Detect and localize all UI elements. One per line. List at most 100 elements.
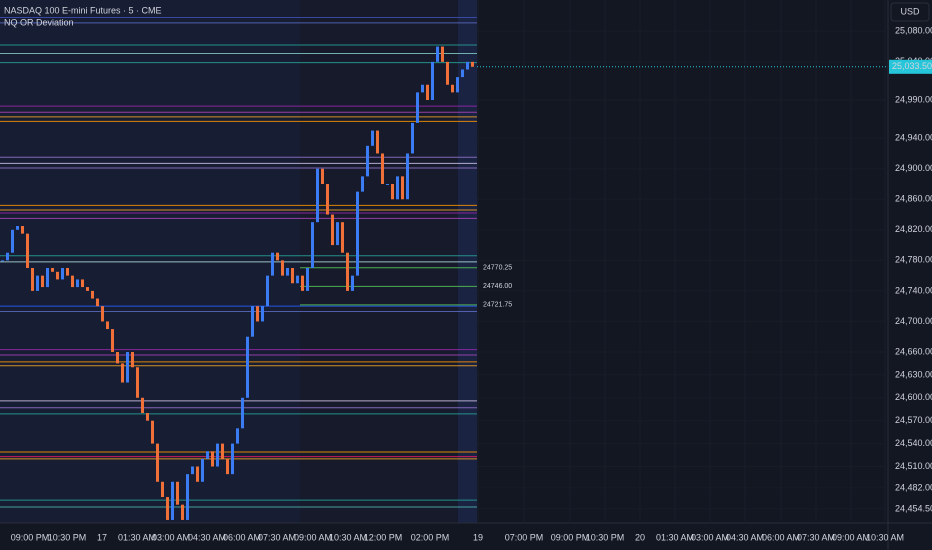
candle [76, 279, 79, 288]
x-tick-label: 04:30 AM [188, 532, 226, 542]
candle [96, 298, 99, 307]
candle [336, 222, 339, 246]
candle [191, 466, 194, 475]
candle [61, 267, 64, 280]
candle [51, 267, 54, 272]
candle [276, 252, 279, 261]
candle [386, 184, 389, 186]
candle [1, 260, 4, 262]
candle [6, 252, 9, 261]
candle [446, 61, 449, 85]
x-tick-label: 10:30 AM [329, 532, 367, 542]
y-tick-label: 24,900.00 [895, 163, 932, 173]
currency-button[interactable] [890, 2, 930, 22]
y-tick-label: 24,820.00 [895, 224, 932, 234]
candle [351, 275, 354, 291]
x-tick-label: 01:30 AM [656, 532, 694, 542]
candle [416, 92, 419, 123]
candle [301, 275, 304, 291]
candle [441, 46, 444, 62]
y-tick-label: 24,510.00 [895, 461, 932, 471]
candle [456, 77, 459, 93]
candle [216, 443, 219, 467]
y-tick-label: 24,700.00 [895, 316, 932, 326]
candle [226, 458, 229, 475]
candle [431, 61, 434, 101]
candle [406, 153, 409, 200]
currency[interactable]: USD [900, 6, 920, 16]
deviation-label: 24721.75 [483, 302, 512, 309]
candle [101, 306, 104, 322]
candle [161, 481, 164, 498]
candle [156, 443, 159, 482]
x-tick-label: 07:00 PM [505, 532, 544, 542]
x-tick-label: 07:30 AM [797, 532, 835, 542]
x-tick-label: 09:00 PM [551, 532, 590, 542]
candle [426, 84, 429, 101]
candle [181, 504, 184, 520]
candle [36, 275, 39, 291]
candle [66, 267, 69, 276]
candle [176, 481, 179, 505]
x-tick-label: 03:00 AM [691, 532, 729, 542]
candle [26, 233, 29, 268]
candle [41, 275, 44, 288]
candle [251, 306, 254, 337]
x-tick-label: 02:00 PM [411, 532, 450, 542]
x-tick-label: 19 [473, 532, 483, 542]
candle [391, 184, 394, 200]
candle [186, 474, 189, 520]
candle [11, 229, 14, 253]
candle [81, 279, 84, 288]
candle [411, 122, 414, 154]
candle [321, 168, 324, 185]
candle [451, 84, 454, 93]
y-tick-label: 24,540.00 [895, 438, 932, 448]
candle [306, 267, 309, 291]
y-tick-label: 24,482.00 [895, 482, 932, 492]
x-tick-label: 06:00 AM [223, 532, 261, 542]
candle [171, 481, 174, 520]
y-tick-label: 24,600.00 [895, 392, 932, 402]
candle [201, 458, 204, 482]
candle [331, 214, 334, 246]
candle [346, 252, 349, 291]
candle [106, 321, 109, 330]
candle [131, 351, 134, 368]
candle [341, 222, 344, 253]
candle [231, 443, 234, 475]
candle [296, 275, 299, 284]
x-tick-label: 10:30 PM [586, 532, 625, 542]
candle [326, 184, 329, 215]
x-tick-label: 07:30 AM [258, 532, 296, 542]
deviation-label: 24746.00 [483, 283, 512, 290]
candle [466, 61, 469, 70]
candle [396, 176, 399, 200]
last-price-box [889, 59, 932, 74]
candle [356, 191, 359, 276]
candle [86, 287, 89, 291]
y-tick-label: 24,780.00 [895, 255, 932, 265]
candle [246, 336, 249, 398]
candle [196, 466, 199, 482]
y-tick-label: 25,080.00 [895, 26, 932, 36]
candle [31, 267, 34, 291]
candle [471, 61, 474, 67]
candle [91, 290, 94, 299]
candle [141, 397, 144, 414]
candle [421, 84, 424, 93]
y-tick-label: 24,630.00 [895, 369, 932, 379]
x-tick-label: 12:00 PM [364, 532, 403, 542]
x-tick-label: 10:30 PM [48, 532, 87, 542]
y-tick-label: 24,660.00 [895, 346, 932, 356]
candle [116, 351, 119, 364]
candle [46, 267, 49, 288]
candle [136, 367, 139, 398]
candle [281, 260, 284, 276]
candle [266, 275, 269, 307]
candle [166, 497, 169, 520]
y-tick-label: 24,454.50 [895, 503, 932, 513]
candle [206, 451, 209, 459]
candle [261, 306, 264, 322]
